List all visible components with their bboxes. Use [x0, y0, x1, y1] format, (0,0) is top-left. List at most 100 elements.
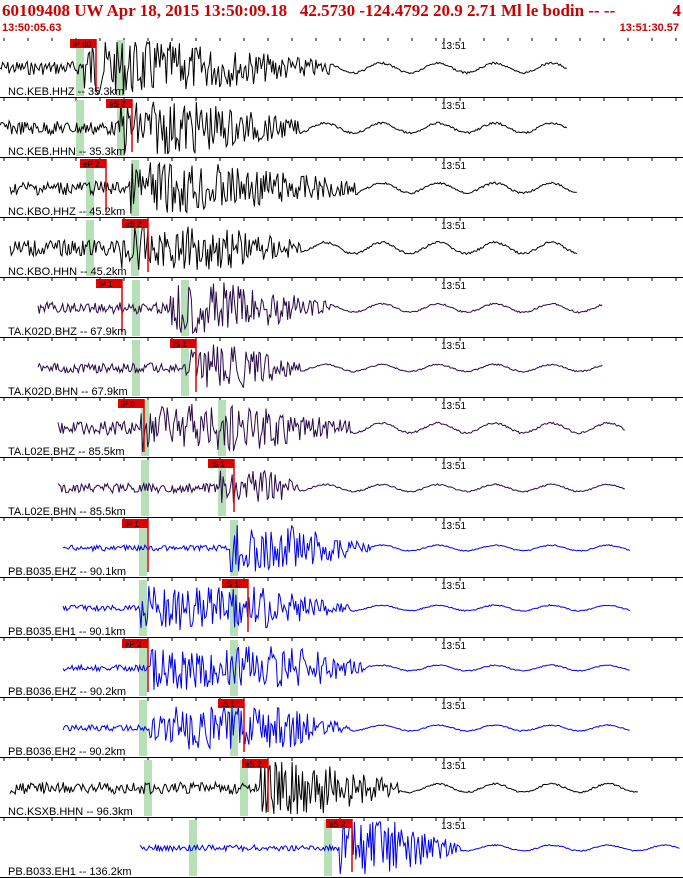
pick-flag[interactable]	[218, 699, 244, 708]
trace-row: 13:51 iP d0 NC.KEB.HHZ -- 35.3km	[0, 38, 683, 98]
trace-row: 13:51 iP 1 TA.K02D.BHZ -- 67.9km	[0, 278, 683, 338]
analysis-window	[218, 460, 226, 516]
analysis-window	[117, 40, 125, 96]
event-header: 60109408 UW Apr 18, 2015 13:50:09.18 42.…	[0, 0, 683, 38]
waveform	[57, 403, 625, 452]
pick-label: eS 2	[125, 220, 142, 229]
pick-label: iS 1	[225, 580, 239, 589]
end-time: 13:51:30.57	[619, 22, 679, 34]
pick-label: iP 1	[125, 520, 139, 529]
minute-tick-label: 13:51	[441, 341, 466, 352]
trace-row: 13:51 iP 1 PB.B035.EHZ -- 90.1km	[0, 518, 683, 578]
station-label: NC.KBO.HHN -- 45.2km	[8, 266, 127, 278]
analysis-window	[76, 40, 84, 96]
minute-tick-label: 13:51	[441, 521, 466, 532]
station-label: PB.B035.EH1 -- 90.1km	[8, 626, 125, 638]
analysis-window	[139, 520, 147, 576]
pick-flag[interactable]	[122, 639, 148, 648]
trace-row: 13:51 eP 2 PB.B036.EHZ -- 90.2km	[0, 638, 683, 698]
station-label: PB.B036.EH2 -- 90.2km	[8, 746, 125, 758]
analysis-window	[76, 100, 84, 156]
analysis-window	[230, 640, 238, 696]
pick-flag[interactable]	[118, 399, 144, 408]
pick-label: iS 1	[211, 460, 225, 469]
station-label: TA.L02E.BHZ -- 85.5km	[8, 446, 125, 458]
page-number: 4	[672, 1, 682, 20]
waveform	[0, 40, 567, 95]
trace-row: 13:51 eS 2 PB.B033.EH1 -- 136.2km	[0, 818, 683, 878]
analysis-window	[132, 340, 140, 396]
pick-flag[interactable]	[222, 579, 248, 588]
station-label: TA.L02E.BHN -- 85.5km	[8, 506, 126, 518]
pick-label: eS 2	[245, 760, 262, 769]
station-label: NC.KEB.HHZ -- 35.3km	[8, 86, 124, 98]
pick-label: eP 2	[125, 640, 142, 649]
analysis-window	[117, 100, 125, 156]
trace-row: 13:51 iS 1 PB.B036.EH2 -- 90.2km	[0, 698, 683, 758]
station-label: PB.B033.EH1 -- 136.2km	[8, 866, 132, 878]
station-label: TA.K02D.BHZ -- 67.9km	[8, 326, 126, 338]
pick-flag[interactable]	[70, 39, 96, 48]
station-label: NC.KBO.HHZ -- 45.2km	[8, 206, 125, 218]
pick-flag[interactable]	[326, 819, 352, 828]
waveform	[9, 225, 578, 270]
waveform	[37, 344, 603, 388]
minute-tick-label: 13:51	[441, 281, 466, 292]
pick-flag[interactable]	[122, 219, 148, 228]
minute-tick-label: 13:51	[441, 161, 466, 172]
analysis-window	[240, 760, 248, 816]
minute-tick-label: 13:51	[441, 461, 466, 472]
waveform	[62, 646, 630, 690]
minute-tick-label: 13:51	[441, 821, 466, 832]
pick-flag[interactable]	[80, 159, 106, 168]
trace-row: 13:51 iS 1 TA.L02E.BHN -- 85.5km	[0, 458, 683, 518]
pick-flag[interactable]	[242, 759, 268, 768]
start-time: 13:50:05.63	[2, 22, 62, 34]
minute-tick-label: 13:51	[441, 221, 466, 232]
waveform	[9, 162, 577, 214]
pick-flag[interactable]	[170, 339, 196, 348]
trace-row: 13:51 iP 0 TA.L02E.BHZ -- 85.5km	[0, 398, 683, 458]
station-label: TA.K02D.BHN -- 67.9km	[8, 386, 128, 398]
analysis-window	[230, 520, 238, 576]
analysis-window	[144, 760, 152, 816]
minute-tick-label: 13:51	[441, 581, 466, 592]
waveform	[62, 706, 630, 751]
waveform	[37, 282, 603, 335]
pick-flag[interactable]	[96, 279, 122, 288]
analysis-window	[181, 280, 189, 336]
analysis-window	[131, 220, 139, 276]
waveform	[57, 469, 625, 504]
trace-row: 13:51 eP 2 NC.KBO.HHZ -- 45.2km	[0, 158, 683, 218]
pick-flag[interactable]	[122, 519, 148, 528]
minute-tick-label: 13:51	[441, 641, 466, 652]
trace-row: 13:51 eS 2 NC.KBO.HHN -- 45.2km	[0, 218, 683, 278]
pick-flag[interactable]	[208, 459, 234, 468]
pick-label: eS 2	[329, 820, 346, 829]
station-label: PB.B036.EHZ -- 90.2km	[8, 686, 126, 698]
station-label: NC.KSXB.HHN -- 96.3km	[8, 806, 133, 818]
minute-tick-label: 13:51	[441, 41, 466, 52]
pick-label: iS 1	[173, 340, 187, 349]
minute-tick-label: 13:51	[441, 101, 466, 112]
pick-label: iS 1	[221, 700, 235, 709]
pick-label: iP 0	[121, 400, 135, 409]
waveform	[0, 101, 568, 155]
waveform	[139, 820, 680, 875]
trace-row: 13:51 eS 2 NC.KSXB.HHN -- 96.3km	[0, 758, 683, 818]
trace-row: 13:51 eS 2 NC.KEB.HHN -- 35.3km	[0, 98, 683, 158]
trace-row: 13:51 iS 1 TA.K02D.BHN -- 67.9km	[0, 338, 683, 398]
trace-row: 13:51 iS 1 PB.B035.EH1 -- 90.1km	[0, 578, 683, 638]
station-label: PB.B035.EHZ -- 90.1km	[8, 566, 126, 578]
minute-tick-label: 13:51	[441, 701, 466, 712]
waveform	[62, 524, 631, 573]
pick-label: iP d0	[73, 40, 92, 49]
minute-tick-label: 13:51	[441, 401, 466, 412]
analysis-window	[139, 700, 147, 756]
event-title: 60109408 UW Apr 18, 2015 13:50:09.18 42.…	[2, 1, 616, 20]
pick-label: iP 1	[99, 280, 113, 289]
station-label: NC.KEB.HHN -- 35.3km	[8, 146, 125, 158]
analysis-window	[218, 400, 226, 456]
pick-flag[interactable]	[106, 99, 132, 108]
